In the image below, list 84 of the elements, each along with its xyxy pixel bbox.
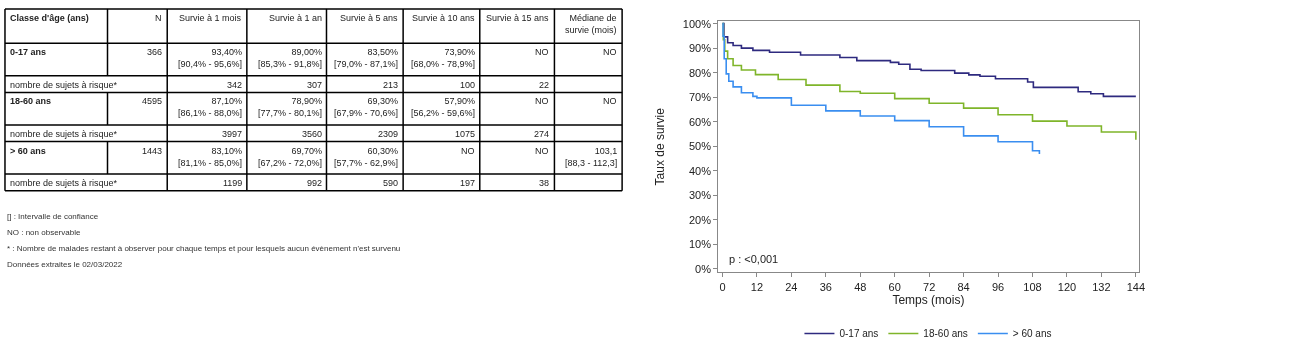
text: 2309: [378, 129, 399, 139]
y-tick-label: 90%: [688, 42, 712, 54]
text: 89,00% [85,3% - 91,8%]: [258, 47, 323, 69]
category-label: Survie à 1 an: [269, 13, 323, 23]
text: 1443: [142, 146, 163, 156]
text: NO: [461, 146, 475, 156]
category-label: Classe d'âge (ans): [10, 13, 89, 23]
y-tick-label: 0%: [695, 262, 712, 275]
text: NO: [535, 96, 549, 106]
text: NO: [535, 146, 549, 156]
text: 100: [460, 80, 476, 90]
x-tick-label: 144: [1126, 280, 1146, 293]
text: NO: [535, 47, 549, 57]
y-tick-label: 20%: [688, 213, 712, 226]
text: 1075: [455, 129, 476, 139]
x-tick-label: 36: [819, 280, 832, 293]
text: 83,50% [79,0% - 87,1%]: [334, 47, 399, 69]
y-tick-label: 100%: [682, 17, 712, 30]
y-tick-label: 40%: [688, 164, 712, 177]
x-tick-label: 60: [888, 280, 901, 293]
x-tick-label: 96: [991, 280, 1005, 293]
category-label: Médiane de survie (mois): [565, 13, 617, 35]
legend-label: 18-60 ans: [923, 328, 968, 340]
x-tick-label: 120: [1057, 280, 1077, 293]
text: 213: [383, 80, 399, 90]
text: 38: [539, 178, 550, 188]
text: 69,70% [67,2% - 72,0%]: [258, 146, 323, 168]
category-label: N: [155, 13, 162, 23]
text: 78,90% [77,7% - 80,1%]: [258, 96, 323, 118]
legend-label: 0-17 ans: [839, 328, 879, 340]
text: 4595: [142, 96, 163, 106]
text: 274: [534, 129, 550, 139]
text: 307: [307, 80, 323, 90]
text: 3560: [302, 129, 323, 139]
text: nombre de sujets à risque*: [10, 178, 118, 188]
x-tick-label: 108: [1023, 280, 1042, 293]
y-tick-label: 10%: [688, 238, 712, 250]
x-tick-label: 24: [785, 280, 798, 293]
text: NO: [603, 47, 617, 57]
text: 342: [227, 80, 243, 90]
y-tick-label: 50%: [688, 140, 712, 152]
text: 3997: [222, 129, 243, 139]
text: 73,90% [68,0% - 78,9%]: [411, 47, 476, 69]
x-tick-label: 72: [923, 280, 936, 293]
text: 60,30% [57,7% - 62,9%]: [334, 146, 399, 168]
text: > 60 ans: [10, 146, 46, 156]
text: * : Nombre de malades restant à observer pour chaque temps et pour lesquels aucun évènement n'est survenu: [7, 244, 401, 253]
category-label: Survie à 1 mois: [179, 13, 242, 23]
text: 93,40% [90,4% - 95,6%]: [178, 47, 243, 69]
text: 18-60 ans: [10, 96, 52, 106]
text: NO : non observable: [7, 228, 81, 237]
legend-label: > 60 ans: [1012, 328, 1052, 340]
x-tick-label: 84: [957, 280, 970, 293]
y-axis-title: Taux de survie: [653, 107, 668, 186]
x-tick-label: 0: [719, 280, 726, 293]
x-tick-label: 12: [750, 280, 764, 293]
y-tick-label: 70%: [688, 91, 712, 103]
text: Données extraites le 02/03/2022: [7, 260, 123, 269]
x-tick-label: 132: [1092, 280, 1111, 293]
x-tick-label: 48: [854, 280, 867, 293]
text: [] : Intervalle de confiance: [7, 212, 99, 221]
text: 87,10% [86,1% - 88,0%]: [178, 96, 243, 118]
text: 57,90% [56,2% - 59,6%]: [411, 96, 476, 118]
category-label: Survie à 10 ans: [412, 13, 476, 23]
text: 69,30% [67,9% - 70,6%]: [334, 96, 399, 118]
text: 83,10% [81,1% - 85,0%]: [178, 146, 243, 168]
x-axis-title: Temps (mois): [892, 293, 965, 308]
category-label: Survie à 15 ans: [486, 13, 550, 23]
text: NO: [603, 96, 617, 106]
text: nombre de sujets à risque*: [10, 80, 118, 90]
category-label: Survie à 5 ans: [340, 13, 399, 23]
text: 103,1 [88,3 - 112,3]: [565, 146, 618, 168]
text: 1199: [223, 178, 243, 188]
text: nombre de sujets à risque*: [10, 129, 118, 139]
text: 992: [307, 178, 323, 188]
text: 22: [539, 80, 550, 90]
text: 197: [460, 178, 476, 188]
text: 366: [147, 47, 163, 57]
text: 590: [383, 178, 399, 188]
y-tick-label: 80%: [688, 66, 712, 79]
annotation: p : <0,001: [729, 253, 779, 265]
text: 0-17 ans: [10, 47, 47, 57]
y-tick-label: 30%: [688, 189, 712, 201]
y-tick-label: 60%: [688, 115, 712, 128]
